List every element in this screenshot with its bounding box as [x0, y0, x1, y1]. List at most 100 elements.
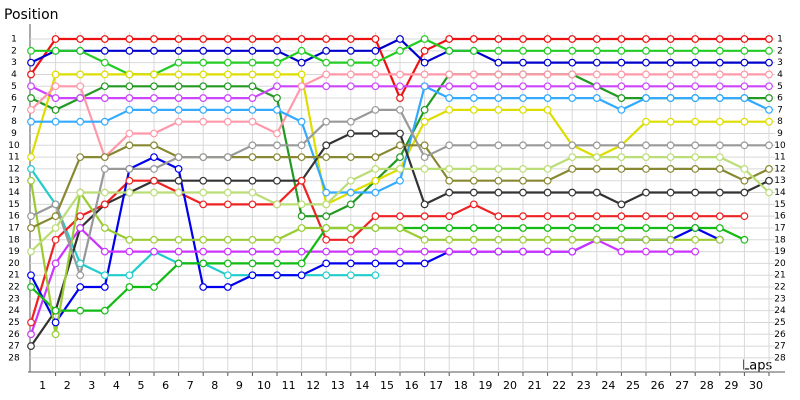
- lap-marker: [125, 176, 134, 185]
- lap-marker: [494, 70, 503, 79]
- lap-marker: [592, 58, 601, 67]
- x-tick-label: 12: [306, 379, 320, 392]
- y-tick-label: 18: [8, 235, 20, 245]
- y-tick-label-right: 16: [774, 212, 786, 222]
- lap-marker: [199, 176, 208, 185]
- lap-marker: [445, 247, 454, 256]
- lap-marker: [420, 259, 429, 268]
- lap-marker: [519, 212, 527, 221]
- lap-marker: [715, 188, 724, 197]
- lap-marker: [27, 153, 35, 162]
- y-tick-label-right: 1: [777, 35, 783, 45]
- lap-marker: [469, 235, 478, 244]
- lap-marker: [346, 129, 355, 138]
- y-tick-label: 5: [11, 82, 17, 92]
- lap-marker: [322, 235, 331, 244]
- lap-marker: [51, 330, 60, 339]
- lap-marker: [543, 165, 552, 173]
- lap-marker: [248, 247, 257, 256]
- lap-marker: [371, 70, 380, 79]
- lap-marker: [297, 200, 306, 209]
- lap-marker: [715, 35, 724, 43]
- lap-marker: [51, 235, 60, 244]
- lap-marker: [494, 82, 503, 91]
- lap-marker: [51, 117, 60, 126]
- lap-marker: [666, 153, 675, 162]
- lap-marker: [740, 117, 749, 126]
- lap-marker: [51, 70, 60, 79]
- lap-marker: [420, 35, 429, 43]
- lap-marker: [125, 94, 134, 102]
- lap-marker: [642, 212, 650, 221]
- lap-marker: [199, 105, 208, 114]
- lap-marker: [150, 165, 158, 173]
- lap-marker: [51, 318, 60, 327]
- chart-title: Position: [4, 7, 59, 23]
- lap-marker: [469, 46, 478, 55]
- lap-marker: [199, 46, 208, 55]
- lap-marker: [371, 46, 380, 55]
- y-tick-label: 27: [8, 342, 19, 352]
- lap-marker: [519, 70, 527, 79]
- lap-marker: [223, 70, 232, 79]
- lap-marker: [691, 188, 700, 197]
- lap-marker: [592, 212, 601, 221]
- y-tick-label-right: 17: [774, 223, 785, 233]
- y-tick-label-right: 5: [777, 82, 783, 92]
- lap-marker: [100, 200, 109, 209]
- y-tick-label-right: 3: [777, 58, 783, 68]
- lap-marker: [199, 235, 208, 244]
- lap-marker: [322, 46, 331, 55]
- lap-marker: [543, 94, 552, 102]
- lap-marker: [568, 153, 577, 162]
- lap-marker: [322, 35, 331, 43]
- lap-marker: [396, 224, 404, 232]
- lap-marker: [150, 129, 158, 138]
- lap-marker: [199, 82, 208, 91]
- lap-marker: [494, 176, 503, 185]
- lap-marker: [617, 58, 626, 67]
- lap-marker: [346, 200, 355, 209]
- lap-marker: [494, 235, 503, 244]
- y-tick-label: 10: [8, 141, 20, 151]
- lap-marker: [666, 165, 675, 173]
- lap-marker: [666, 188, 675, 197]
- lap-marker: [715, 235, 724, 244]
- lap-marker: [519, 247, 527, 256]
- lap-marker: [174, 46, 183, 55]
- lap-marker: [691, 70, 700, 79]
- lap-marker: [51, 212, 60, 221]
- lap-marker: [445, 94, 454, 102]
- y-tick-label: 24: [8, 306, 20, 316]
- lap-marker: [27, 330, 35, 339]
- lap-marker: [420, 165, 429, 173]
- lap-marker: [322, 259, 331, 268]
- lap-marker: [27, 46, 35, 55]
- lap-marker: [248, 235, 257, 244]
- lap-marker: [568, 94, 577, 102]
- lap-marker: [248, 141, 257, 150]
- lap-marker: [666, 117, 675, 126]
- lap-marker: [617, 35, 626, 43]
- lap-marker: [494, 224, 503, 232]
- lap-marker: [592, 70, 601, 79]
- y-tick-label: 2: [11, 46, 17, 56]
- lap-marker: [223, 188, 232, 197]
- lap-marker: [371, 259, 380, 268]
- lap-marker: [125, 271, 134, 280]
- y-tick-label-right: 11: [774, 153, 785, 163]
- lap-marker: [100, 46, 109, 55]
- y-tick-label-right: 20: [774, 259, 786, 269]
- lap-marker: [371, 271, 380, 280]
- lap-marker: [765, 35, 773, 43]
- lap-marker: [494, 58, 503, 67]
- y-tick-label: 11: [8, 153, 19, 163]
- lap-marker: [519, 141, 527, 150]
- x-tick-label: 24: [601, 379, 615, 392]
- lap-marker: [691, 46, 700, 55]
- lap-marker: [469, 247, 478, 256]
- x-tick-label: 29: [724, 379, 738, 392]
- lap-marker: [420, 82, 429, 91]
- lap-marker: [715, 117, 724, 126]
